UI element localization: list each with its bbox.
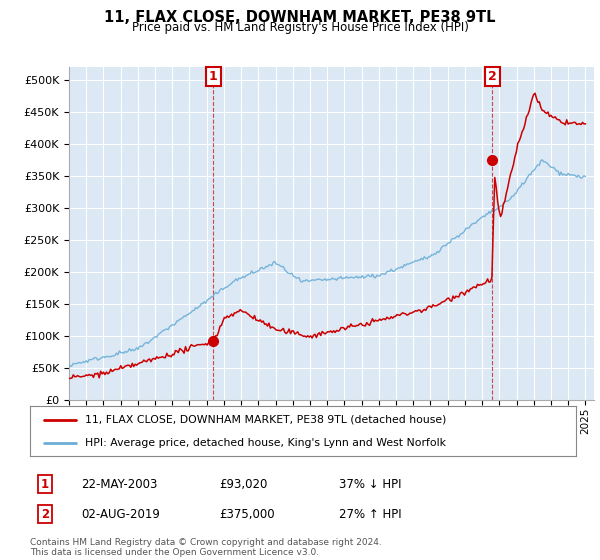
Text: 02-AUG-2019: 02-AUG-2019 xyxy=(81,507,160,521)
Text: 1: 1 xyxy=(41,478,49,491)
Text: 27% ↑ HPI: 27% ↑ HPI xyxy=(339,507,401,521)
Text: 37% ↓ HPI: 37% ↓ HPI xyxy=(339,478,401,491)
Text: Price paid vs. HM Land Registry's House Price Index (HPI): Price paid vs. HM Land Registry's House … xyxy=(131,21,469,34)
Text: HPI: Average price, detached house, King's Lynn and West Norfolk: HPI: Average price, detached house, King… xyxy=(85,438,446,448)
Text: 11, FLAX CLOSE, DOWNHAM MARKET, PE38 9TL: 11, FLAX CLOSE, DOWNHAM MARKET, PE38 9TL xyxy=(104,10,496,25)
Text: 22-MAY-2003: 22-MAY-2003 xyxy=(81,478,157,491)
Text: £375,000: £375,000 xyxy=(219,507,275,521)
Text: 2: 2 xyxy=(488,71,496,83)
Text: 11, FLAX CLOSE, DOWNHAM MARKET, PE38 9TL (detached house): 11, FLAX CLOSE, DOWNHAM MARKET, PE38 9TL… xyxy=(85,414,446,424)
Text: 2: 2 xyxy=(41,507,49,521)
Text: £93,020: £93,020 xyxy=(219,478,268,491)
Text: 1: 1 xyxy=(209,71,218,83)
Text: Contains HM Land Registry data © Crown copyright and database right 2024.
This d: Contains HM Land Registry data © Crown c… xyxy=(30,538,382,557)
